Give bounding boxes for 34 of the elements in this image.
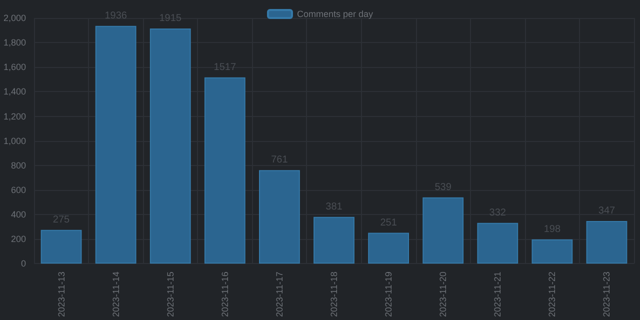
bar bbox=[368, 232, 409, 264]
y-tick-label: 400 bbox=[10, 210, 26, 220]
x-tick-label: 2023-11-22 bbox=[547, 272, 558, 318]
x-tick-label: 2023-11-21 bbox=[492, 272, 503, 318]
x-tick-label: 2023-11-16 bbox=[220, 272, 230, 318]
bar bbox=[95, 26, 136, 264]
y-tick-label: 800 bbox=[10, 160, 26, 170]
x-tick-label: 2023-11-17 bbox=[274, 272, 284, 318]
x-tick-label: 2023-11-15 bbox=[165, 272, 176, 318]
y-tick-label: 1,200 bbox=[3, 111, 26, 122]
x-tick-label: 2023-11-20 bbox=[438, 272, 448, 318]
bar bbox=[150, 28, 191, 264]
y-tick-label: 2,000 bbox=[3, 13, 26, 23]
bar bbox=[422, 197, 464, 264]
x-tick-label: 2023-11-23 bbox=[602, 272, 612, 318]
bar bbox=[586, 221, 628, 264]
y-tick-label: 600 bbox=[10, 184, 26, 195]
bar bbox=[204, 77, 246, 264]
y-tick-label: 0 bbox=[20, 258, 26, 269]
bar bbox=[477, 222, 518, 264]
bar bbox=[259, 170, 300, 264]
bar bbox=[532, 239, 573, 264]
x-tick-label: 2023-11-18 bbox=[329, 272, 339, 318]
x-tick-label: 2023-11-13 bbox=[56, 272, 66, 318]
legend-label: Comments per day bbox=[296, 9, 374, 19]
bar bbox=[314, 216, 354, 264]
x-tick-label: 2023-11-14 bbox=[110, 272, 121, 318]
y-tick-label: 200 bbox=[10, 234, 26, 244]
bar bbox=[40, 230, 82, 264]
y-tick-label: 1,400 bbox=[3, 86, 26, 97]
x-tick-label: 2023-11-19 bbox=[384, 272, 394, 318]
y-tick-label: 1,600 bbox=[3, 62, 26, 72]
y-tick-label: 1,800 bbox=[3, 38, 26, 48]
y-tick-label: 1,000 bbox=[3, 136, 26, 146]
